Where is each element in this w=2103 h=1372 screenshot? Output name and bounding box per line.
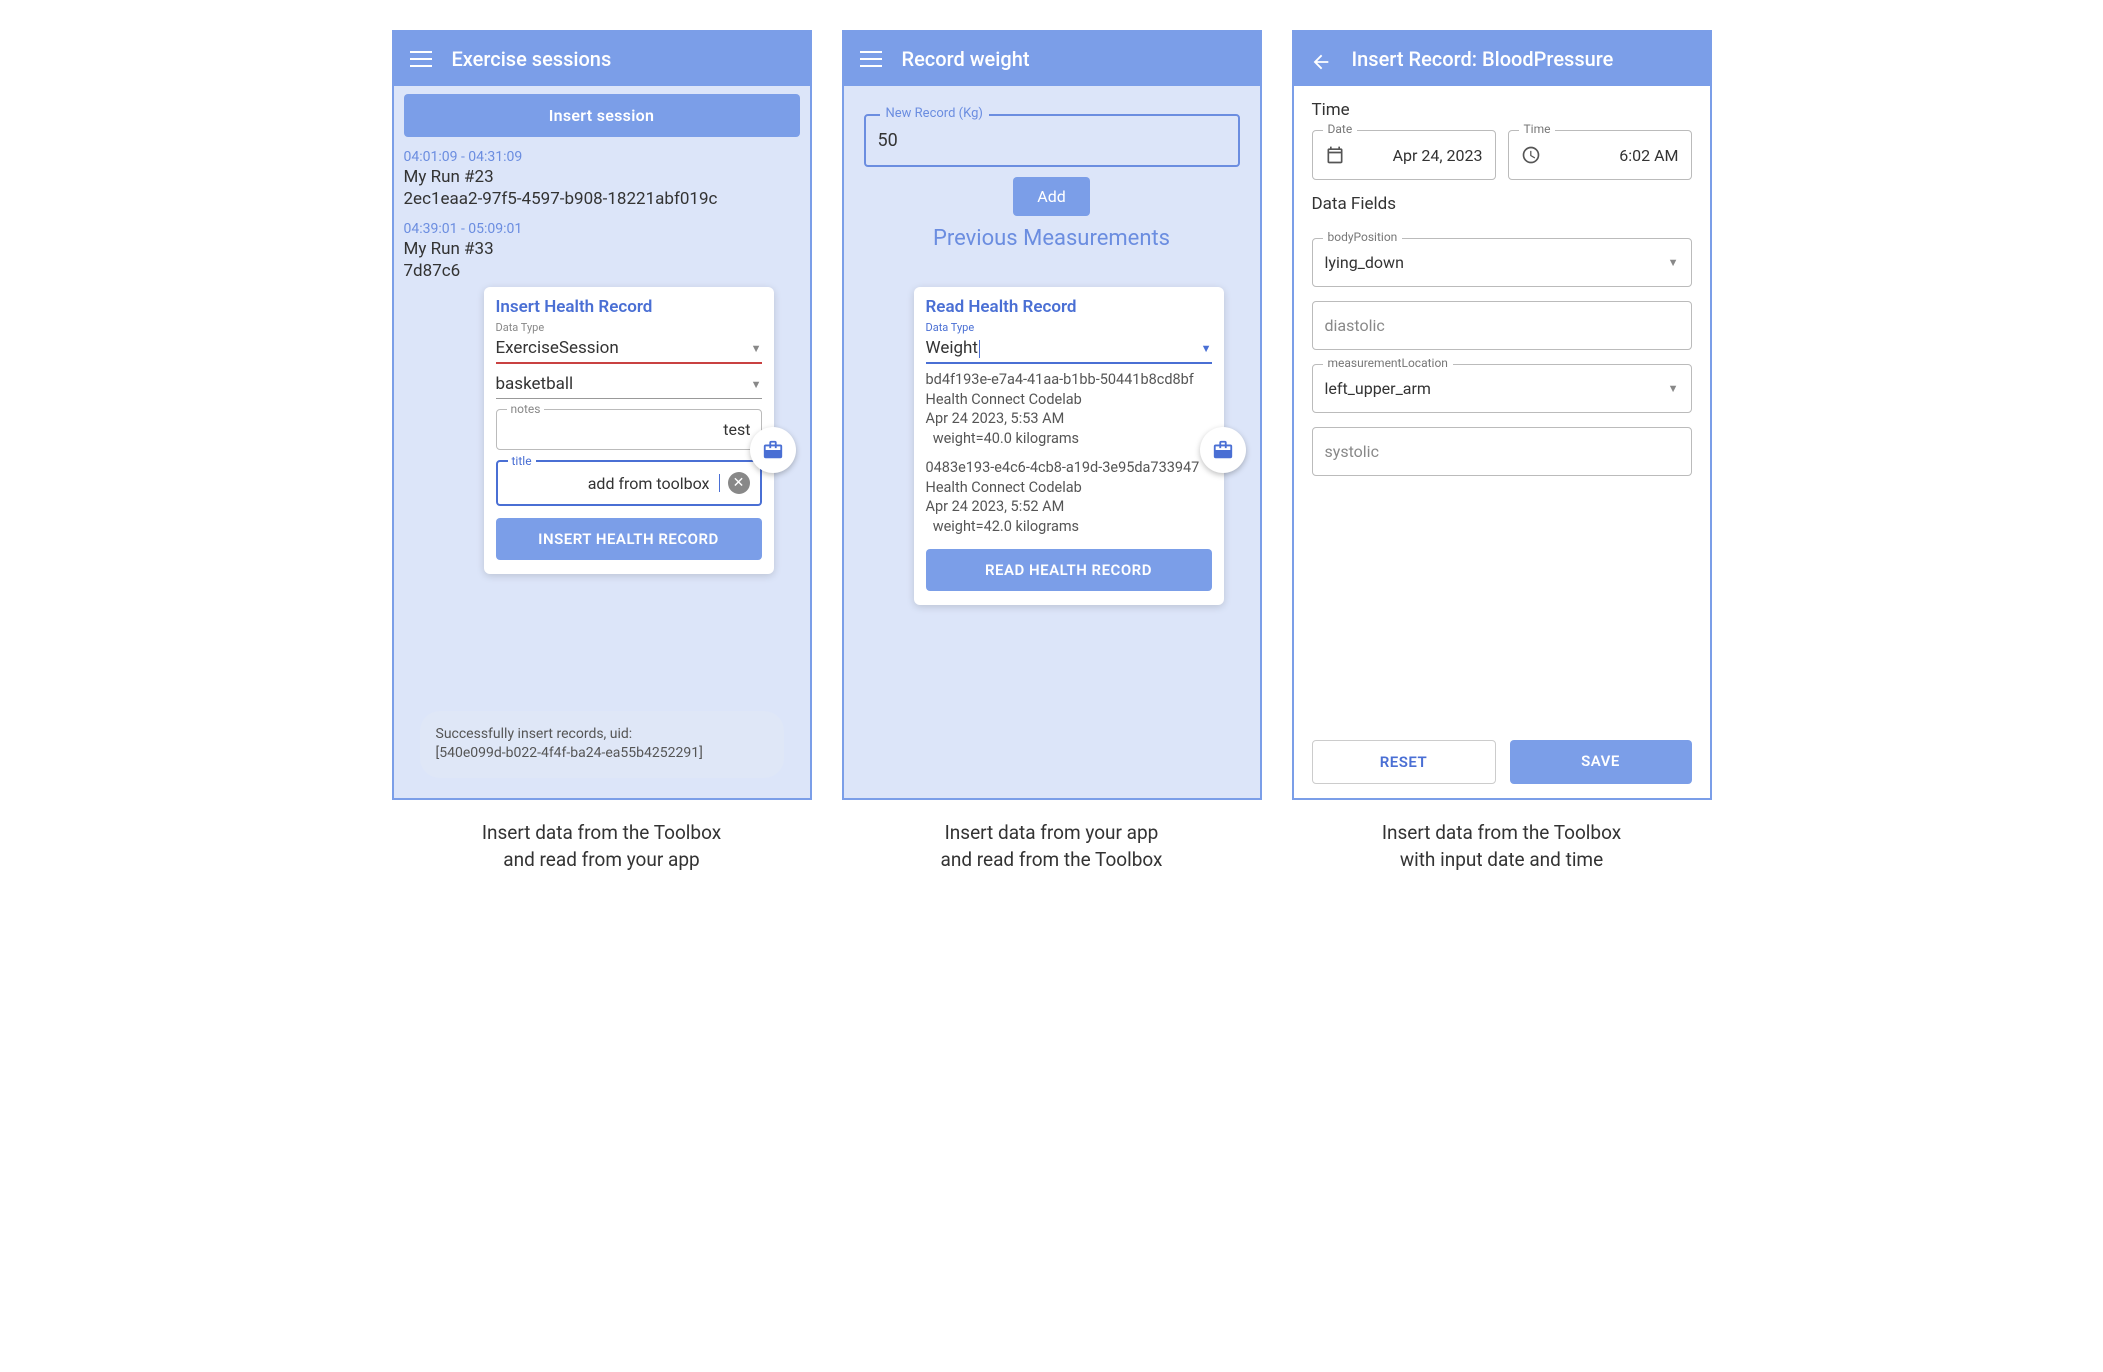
diastolic-input[interactable]: diastolic (1312, 301, 1692, 350)
session-title: My Run #23 (404, 167, 800, 187)
appbar: Record weight (844, 32, 1260, 86)
notes-label: notes (507, 402, 545, 416)
snackbar-line1: Successfully insert records, uid: (436, 725, 768, 745)
card-title: Insert Health Record (496, 297, 762, 317)
menu-icon[interactable] (860, 51, 882, 67)
body-position-value: lying_down (1325, 253, 1404, 272)
session-item[interactable]: 04:39:01 - 05:09:01 My Run #33 7d87c6 (394, 217, 810, 289)
title-label: title (508, 454, 536, 468)
appbar-title: Insert Record: BloodPressure (1352, 47, 1614, 71)
session-item[interactable]: 04:01:09 - 04:31:09 My Run #23 2ec1eaa2-… (394, 145, 810, 217)
menu-icon[interactable] (410, 51, 432, 67)
data-type-label: Data Type (926, 321, 1212, 334)
measurement-location-value: left_upper_arm (1325, 379, 1431, 398)
chevron-down-icon: ▼ (1668, 382, 1679, 395)
screen-record-weight: Record weight New Record (Kg) 50 Add Pre… (842, 30, 1262, 800)
data-type-value: Weight (926, 338, 978, 358)
screen-insert-record: Insert Record: BloodPressure Time Date A… (1292, 30, 1712, 800)
caption: Insert data from the Toolbox and read fr… (482, 820, 721, 873)
card-title: Read Health Record (926, 297, 1212, 317)
body-position-label: bodyPosition (1323, 230, 1403, 244)
data-type-select[interactable]: ExerciseSession ▼ (496, 334, 762, 364)
time-picker[interactable]: Time 6:02 AM (1508, 130, 1692, 180)
chevron-down-icon: ▼ (751, 378, 762, 391)
data-type-value: ExerciseSession (496, 338, 619, 358)
session-time: 04:39:01 - 05:09:01 (404, 221, 800, 237)
notes-value: test (507, 420, 751, 439)
reset-button[interactable]: RESET (1312, 740, 1496, 784)
measurement-location-label: measurementLocation (1323, 356, 1453, 370)
exercise-type-value: basketball (496, 374, 574, 394)
session-title: My Run #33 (404, 239, 800, 259)
insert-health-record-card: Insert Health Record Data Type ExerciseS… (484, 287, 774, 574)
time-label: Time (1519, 122, 1556, 136)
exercise-type-select[interactable]: basketball ▼ (496, 370, 762, 399)
title-input[interactable]: title add from toolbox ✕ (496, 460, 762, 506)
chevron-down-icon: ▼ (1201, 342, 1212, 355)
diastolic-placeholder: diastolic (1325, 316, 1385, 335)
data-fields-label: Data Fields (1294, 180, 1710, 224)
new-record-label: New Record (Kg) (880, 106, 989, 121)
add-button[interactable]: Add (1013, 177, 1089, 216)
toolbox-fab[interactable] (750, 427, 796, 473)
data-type-label: Data Type (496, 321, 762, 334)
data-type-select[interactable]: Weight ▼ (926, 334, 1212, 364)
appbar-title: Exercise sessions (452, 47, 612, 71)
caption: Insert data from the Toolbox with input … (1382, 820, 1621, 873)
date-label: Date (1323, 122, 1358, 136)
insert-session-button[interactable]: Insert session (404, 94, 800, 137)
record-entry: bd4f193e-e7a4-41aa-b1bb-50441b8cd8bf Hea… (926, 370, 1212, 448)
session-uuid: 2ec1eaa2-97f5-4597-b908-18221abf019c (404, 189, 800, 209)
save-button[interactable]: SAVE (1510, 740, 1692, 784)
chevron-down-icon: ▼ (751, 342, 762, 355)
body-position-select[interactable]: bodyPosition lying_down ▼ (1312, 238, 1692, 287)
clock-icon (1521, 145, 1541, 165)
appbar: Exercise sessions (394, 32, 810, 86)
back-icon[interactable] (1310, 51, 1332, 67)
session-uuid: 7d87c6 (404, 261, 800, 281)
record-entry: 0483e193-e4c6-4cb8-a19d-3e95da733947 Hea… (926, 458, 1212, 536)
title-value: add from toolbox (588, 474, 710, 493)
clear-icon[interactable]: ✕ (728, 472, 750, 494)
snackbar-line2: [540e099d-b022-4f4f-ba24-ea55b4252291] (436, 744, 768, 764)
systolic-input[interactable]: systolic (1312, 427, 1692, 476)
measurement-location-select[interactable]: measurementLocation left_upper_arm ▼ (1312, 364, 1692, 413)
new-record-input[interactable]: New Record (Kg) 50 (864, 114, 1240, 167)
read-health-record-card: Read Health Record Data Type Weight ▼ bd… (914, 287, 1224, 605)
new-record-value: 50 (878, 130, 1226, 151)
previous-measurements-title: Previous Measurements (844, 226, 1260, 251)
appbar: Insert Record: BloodPressure (1294, 32, 1710, 86)
systolic-placeholder: systolic (1325, 442, 1379, 461)
chevron-down-icon: ▼ (1668, 256, 1679, 269)
toolbox-fab[interactable] (1200, 427, 1246, 473)
insert-health-record-button[interactable]: INSERT HEALTH RECORD (496, 518, 762, 560)
read-health-record-button[interactable]: READ HEALTH RECORD (926, 549, 1212, 591)
caption: Insert data from your app and read from … (941, 820, 1163, 873)
toolbox-icon (1212, 439, 1234, 461)
snackbar: Successfully insert records, uid: [540e0… (420, 711, 784, 778)
session-time: 04:01:09 - 04:31:09 (404, 149, 800, 165)
toolbox-icon (762, 439, 784, 461)
date-picker[interactable]: Date Apr 24, 2023 (1312, 130, 1496, 180)
appbar-title: Record weight (902, 47, 1030, 71)
bottom-bar: RESET SAVE (1294, 740, 1710, 784)
date-value: Apr 24, 2023 (1355, 146, 1483, 165)
notes-input[interactable]: notes test (496, 409, 762, 450)
time-value: 6:02 AM (1551, 146, 1679, 165)
screen-exercise-sessions: Exercise sessions Insert session 04:01:0… (392, 30, 812, 800)
calendar-icon (1325, 145, 1345, 165)
